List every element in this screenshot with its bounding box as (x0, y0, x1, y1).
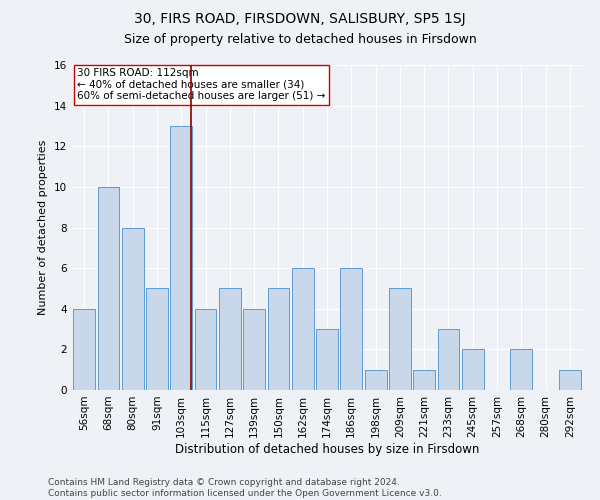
X-axis label: Distribution of detached houses by size in Firsdown: Distribution of detached houses by size … (175, 442, 479, 456)
Bar (462, 350, 484, 390)
Bar (316, 329, 338, 390)
Text: Size of property relative to detached houses in Firsdown: Size of property relative to detached ho… (124, 32, 476, 46)
Text: 30, FIRS ROAD, FIRSDOWN, SALISBURY, SP5 1SJ: 30, FIRS ROAD, FIRSDOWN, SALISBURY, SP5 … (134, 12, 466, 26)
Bar (146, 288, 168, 390)
Bar (97, 187, 119, 390)
Bar (219, 288, 241, 390)
Bar (437, 329, 460, 390)
Y-axis label: Number of detached properties: Number of detached properties (38, 140, 49, 315)
Bar (413, 370, 435, 390)
Bar (559, 370, 581, 390)
Bar (389, 288, 411, 390)
Text: 30 FIRS ROAD: 112sqm
← 40% of detached houses are smaller (34)
60% of semi-detac: 30 FIRS ROAD: 112sqm ← 40% of detached h… (77, 68, 325, 102)
Bar (511, 350, 532, 390)
Bar (122, 228, 143, 390)
Bar (73, 308, 95, 390)
Bar (340, 268, 362, 390)
Bar (170, 126, 192, 390)
Bar (365, 370, 386, 390)
Bar (243, 308, 265, 390)
Bar (292, 268, 314, 390)
Bar (268, 288, 289, 390)
Bar (194, 308, 217, 390)
Text: Contains HM Land Registry data © Crown copyright and database right 2024.
Contai: Contains HM Land Registry data © Crown c… (48, 478, 442, 498)
